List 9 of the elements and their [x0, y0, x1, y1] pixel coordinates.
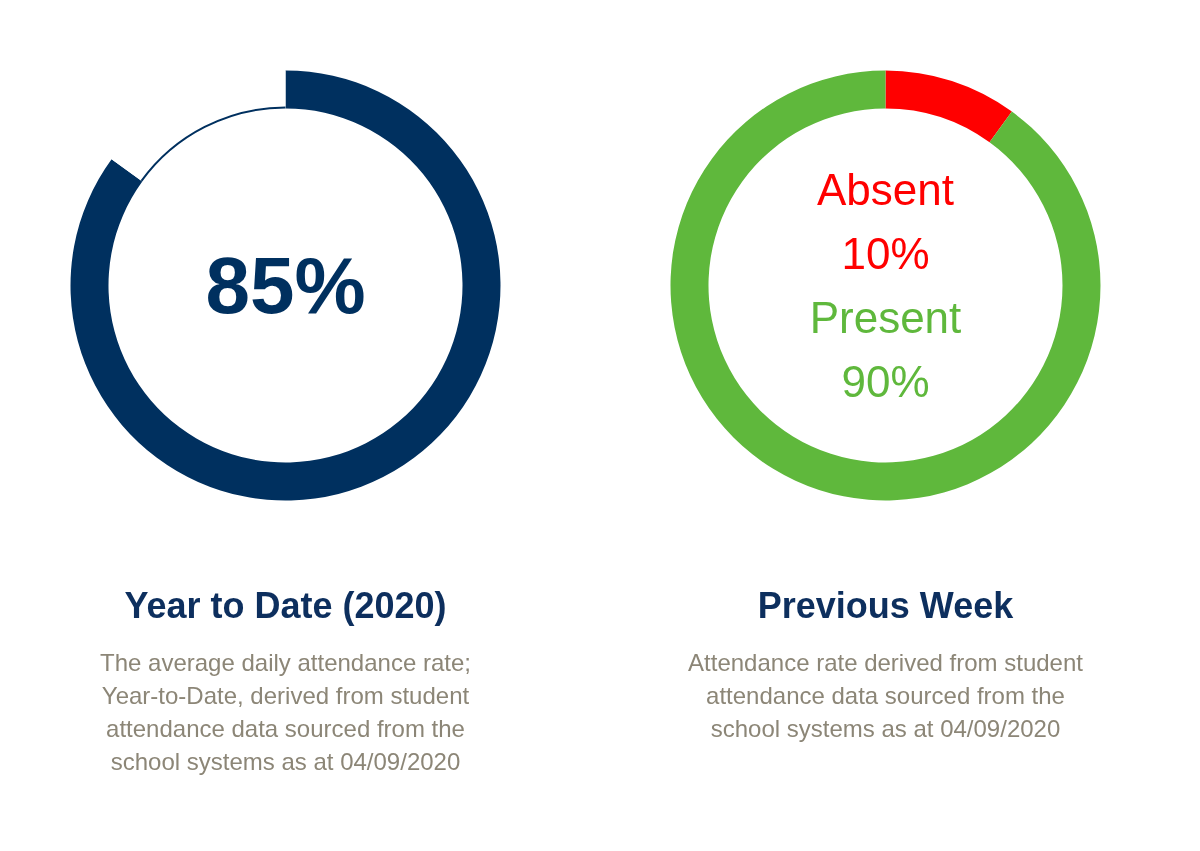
slice-label: Absent: [817, 165, 954, 214]
text: Year to Date (2020): [124, 585, 447, 626]
data-label: 85%: [205, 241, 366, 330]
data-label: 10%: [841, 229, 930, 278]
slice-label: Present: [809, 293, 962, 342]
text: Previous Week: [757, 585, 1015, 626]
text: The average daily attendance rate; Year-to-Date, derived from student attendance data sourced from the school systems as at 04/09/2020: [100, 649, 471, 775]
data-label: 90%: [841, 357, 930, 406]
text: Attendance rate derived from student attendance data sourced from the school systems as at 04/09/2020: [688, 649, 1084, 742]
